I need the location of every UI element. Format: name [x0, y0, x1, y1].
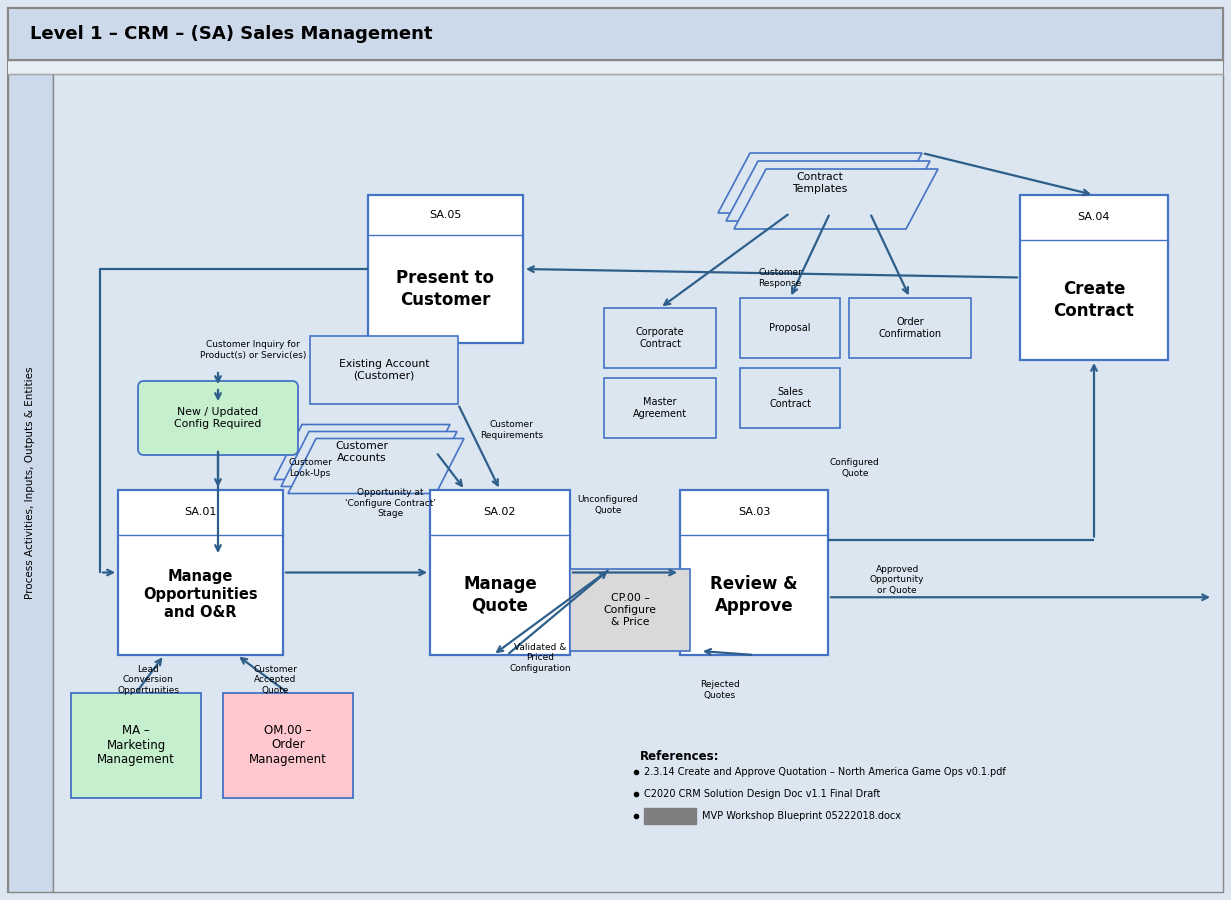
- Text: SA.01: SA.01: [185, 508, 217, 518]
- Text: Validated &
Priced
Configuration: Validated & Priced Configuration: [510, 644, 571, 673]
- Text: CP.00 –
Configure
& Price: CP.00 – Configure & Price: [603, 593, 656, 626]
- Text: Customer Inquiry for
Product(s) or Servic(es): Customer Inquiry for Product(s) or Servi…: [199, 340, 307, 360]
- Text: Configured
Quote: Configured Quote: [830, 458, 880, 478]
- FancyBboxPatch shape: [644, 808, 696, 824]
- Text: Customer
Response: Customer Response: [758, 268, 801, 288]
- Polygon shape: [288, 438, 464, 493]
- Polygon shape: [718, 153, 922, 213]
- Text: Customer
Requirements: Customer Requirements: [480, 420, 543, 440]
- FancyBboxPatch shape: [7, 60, 1224, 74]
- Text: Opportunity at
'Configure Contract'
Stage: Opportunity at 'Configure Contract' Stag…: [345, 488, 436, 517]
- Text: Proposal: Proposal: [769, 323, 811, 333]
- Text: SA.03: SA.03: [737, 508, 771, 518]
- Text: Lead
Conversion
Opportunities: Lead Conversion Opportunities: [117, 665, 178, 695]
- Text: OM.00 –
Order
Management: OM.00 – Order Management: [249, 724, 327, 767]
- Text: Customer
Accepted
Quote: Customer Accepted Quote: [254, 665, 297, 695]
- Text: New / Updated
Config Required: New / Updated Config Required: [175, 407, 262, 428]
- Text: SA.05: SA.05: [430, 210, 462, 220]
- FancyBboxPatch shape: [604, 378, 716, 438]
- FancyBboxPatch shape: [223, 692, 353, 797]
- FancyBboxPatch shape: [680, 490, 828, 655]
- Text: Rejected
Quotes: Rejected Quotes: [700, 680, 740, 699]
- FancyBboxPatch shape: [570, 569, 691, 651]
- Text: Manage
Opportunities
and O&R: Manage Opportunities and O&R: [143, 570, 257, 620]
- Text: Contract
Templates: Contract Templates: [793, 172, 848, 194]
- FancyBboxPatch shape: [71, 692, 201, 797]
- Text: Sales
Contract: Sales Contract: [769, 387, 811, 409]
- Text: Level 1 – CRM – (SA) Sales Management: Level 1 – CRM – (SA) Sales Management: [30, 25, 432, 43]
- Text: References:: References:: [640, 750, 719, 763]
- Text: MA –
Marketing
Management: MA – Marketing Management: [97, 724, 175, 767]
- Polygon shape: [275, 425, 451, 480]
- FancyBboxPatch shape: [604, 308, 716, 368]
- Text: Manage
Quote: Manage Quote: [463, 575, 537, 615]
- Text: SA.04: SA.04: [1078, 212, 1110, 222]
- FancyBboxPatch shape: [1020, 195, 1168, 360]
- FancyBboxPatch shape: [740, 298, 840, 358]
- Text: Present to
Customer: Present to Customer: [396, 269, 495, 309]
- Text: Corporate
Contract: Corporate Contract: [635, 328, 684, 349]
- FancyBboxPatch shape: [7, 74, 53, 892]
- FancyBboxPatch shape: [7, 8, 1224, 892]
- Text: Customer
Look-Ups: Customer Look-Ups: [288, 458, 332, 478]
- FancyBboxPatch shape: [7, 8, 1224, 60]
- Text: Existing Account
(Customer): Existing Account (Customer): [339, 359, 430, 381]
- Text: Customer
Accounts: Customer Accounts: [336, 441, 389, 463]
- FancyBboxPatch shape: [310, 336, 458, 404]
- Text: Order
Confirmation: Order Confirmation: [879, 317, 942, 338]
- Text: SA.02: SA.02: [484, 508, 516, 518]
- Text: MVP Workshop Blueprint 05222018.docx: MVP Workshop Blueprint 05222018.docx: [702, 811, 901, 821]
- Text: 2.3.14 Create and Approve Quotation – North America Game Ops v0.1.pdf: 2.3.14 Create and Approve Quotation – No…: [644, 767, 1006, 777]
- FancyBboxPatch shape: [368, 195, 523, 343]
- Text: Master
Agreement: Master Agreement: [633, 397, 687, 418]
- FancyBboxPatch shape: [53, 74, 1224, 892]
- Polygon shape: [734, 169, 938, 229]
- Text: Unconfigured
Quote: Unconfigured Quote: [577, 495, 639, 515]
- FancyBboxPatch shape: [430, 490, 570, 655]
- FancyBboxPatch shape: [138, 381, 298, 455]
- FancyBboxPatch shape: [118, 490, 283, 655]
- Polygon shape: [281, 431, 457, 487]
- Polygon shape: [726, 161, 929, 221]
- FancyBboxPatch shape: [740, 368, 840, 428]
- Text: Approved
Opportunity
or Quote: Approved Opportunity or Quote: [870, 565, 924, 595]
- Text: Review &
Approve: Review & Approve: [710, 575, 798, 615]
- FancyBboxPatch shape: [849, 298, 971, 358]
- Text: Create
Contract: Create Contract: [1054, 280, 1135, 319]
- Text: Process Activities, Inputs, Outputs & Entities: Process Activities, Inputs, Outputs & En…: [26, 367, 36, 599]
- Text: C2020 CRM Solution Design Doc v1.1 Final Draft: C2020 CRM Solution Design Doc v1.1 Final…: [644, 789, 880, 799]
